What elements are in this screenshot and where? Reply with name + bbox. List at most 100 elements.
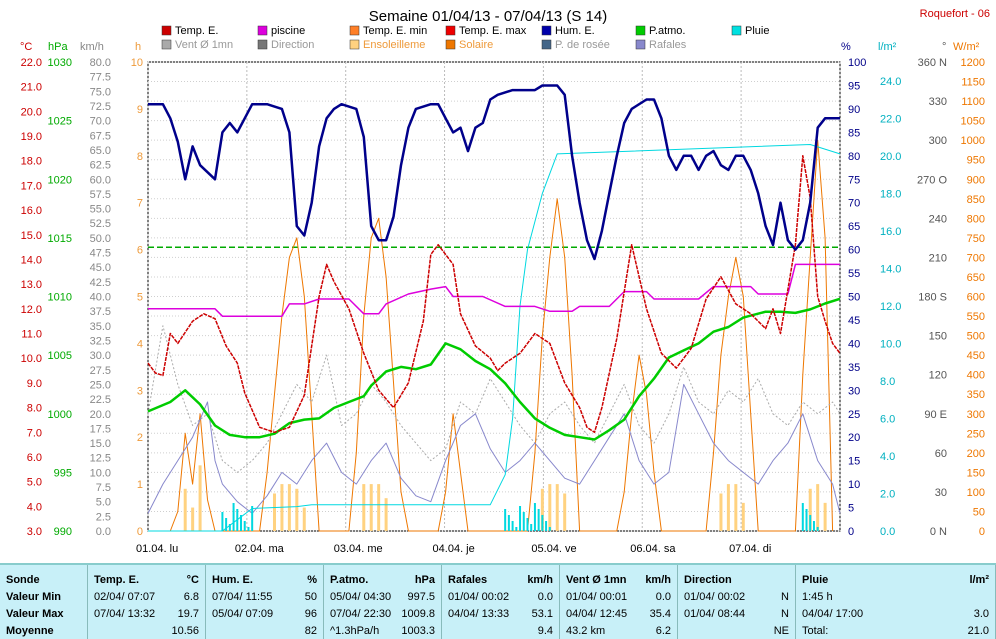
stats-row: 04/04/ 13:33 53.1 xyxy=(448,607,553,622)
humidity-tick: 40 xyxy=(848,338,860,350)
legend-label: Pluie xyxy=(745,25,769,37)
stats-row: Moyenne xyxy=(6,624,81,639)
solar-tick: 950 xyxy=(967,155,985,167)
stats-row: 07/04/ 13:32 19.7 xyxy=(94,607,199,622)
temp-tick: 22.0 xyxy=(21,57,42,69)
wind-tick: 60.0 xyxy=(90,174,111,186)
day-label: 07.04. di xyxy=(729,543,771,555)
wind-tick: 30.0 xyxy=(90,350,111,362)
humidity-tick: 65 xyxy=(848,221,860,233)
sunshine-bar xyxy=(287,484,291,531)
solar-tick: 700 xyxy=(967,252,985,264)
stats-value: 50 xyxy=(304,591,317,603)
legend-label: Ensoleilleme xyxy=(363,39,425,51)
rain-bar xyxy=(243,521,246,531)
stats-when: 07/04/ 11:55 xyxy=(212,591,273,603)
wind-tick: 0.0 xyxy=(96,526,111,538)
solar-tick: 0 xyxy=(979,526,985,538)
stats-value: 1009.8 xyxy=(401,608,435,620)
wind-unit: km/h xyxy=(80,41,104,53)
stats-row: Sonde xyxy=(6,573,81,588)
legend-label: Temp. E. min xyxy=(363,25,427,37)
rain-bar xyxy=(522,512,525,531)
stats-row: 04/04/ 12:45 35.4 xyxy=(566,607,671,622)
series-line-p-atmo xyxy=(147,297,841,441)
stats-when: 04/04/ 12:45 xyxy=(566,608,628,620)
stats-row: NE xyxy=(684,624,789,639)
legend-label: Solaire xyxy=(459,39,493,51)
pressure-tick: 990 xyxy=(54,526,72,538)
stats-row: 9.4 xyxy=(448,624,553,639)
direction-tick: 120 xyxy=(929,370,947,382)
stats-when: 01/04/ 00:02 xyxy=(684,591,746,603)
temp-tick: 14.0 xyxy=(21,254,42,266)
sun-tick: 3 xyxy=(137,385,143,397)
stats-value: 3.0 xyxy=(973,608,989,620)
day-label: 01.04. lu xyxy=(136,543,178,555)
rain-bar xyxy=(504,509,507,531)
stats-when: 04/04/ 13:33 xyxy=(448,608,510,620)
stats-row: Pluie l/m² xyxy=(802,573,989,588)
plot-area xyxy=(147,61,841,532)
wind-tick: 42.5 xyxy=(90,277,111,289)
humidity-tick: 100 xyxy=(848,57,866,69)
stats-row: 04/04/ 17:00 3.0 xyxy=(802,607,989,622)
rain-tick: 24.0 xyxy=(880,76,901,88)
temp-tick: 19.0 xyxy=(21,131,42,143)
sun-tick: 2 xyxy=(137,432,143,444)
stats-when: 05/04/ 07:09 xyxy=(212,608,274,620)
series-line-solaire xyxy=(148,139,834,532)
wind-tick: 22.5 xyxy=(90,394,111,406)
humidity-tick: 80 xyxy=(848,151,860,163)
solar-tick: 550 xyxy=(967,311,985,323)
legend-label: piscine xyxy=(271,25,305,37)
wind-tick: 20.0 xyxy=(90,409,111,421)
stats-unit: % xyxy=(307,574,317,586)
legend-swatch xyxy=(635,39,646,50)
stats-row-label: Valeur Max xyxy=(6,608,64,620)
stats-value: 10.56 xyxy=(171,625,199,637)
temp-tick: 3.0 xyxy=(27,526,42,538)
sunshine-bar xyxy=(719,493,723,531)
stats-column: Rafales km/h 01/04/ 00:02 0.0 04/04/ 13:33 53… xyxy=(442,565,560,639)
stats-when: 01/04/ 08:44 xyxy=(684,608,746,620)
direction-tick: 300 xyxy=(929,135,947,147)
solar-tick: 1150 xyxy=(961,77,985,89)
sun-tick: 7 xyxy=(137,198,143,210)
stats-value: 0.0 xyxy=(537,591,553,603)
sunshine-bar xyxy=(272,493,276,531)
humidity-tick: 35 xyxy=(848,362,860,374)
sun-tick: 9 xyxy=(137,104,143,116)
wind-tick: 12.5 xyxy=(90,453,111,465)
humidity-tick: 30 xyxy=(848,385,860,397)
stats-header: Direction xyxy=(684,574,732,586)
wind-tick: 15.0 xyxy=(90,438,111,450)
stats-header: Hum. E. xyxy=(212,574,253,586)
rain-tick: 8.0 xyxy=(880,376,895,388)
pressure-tick: 1020 xyxy=(48,174,72,186)
legend-swatch xyxy=(541,39,552,50)
temp-tick: 12.0 xyxy=(21,304,42,316)
rain-bar xyxy=(247,527,250,531)
direction-tick: 240 xyxy=(929,213,947,225)
temp-tick: 13.0 xyxy=(21,279,42,291)
stats-row-label: Moyenne xyxy=(6,625,54,637)
stats-row: 43.2 km 6.2 xyxy=(566,624,671,639)
sunshine-bar xyxy=(198,465,202,531)
wind-tick: 55.0 xyxy=(90,204,111,216)
wind-tick: 77.5 xyxy=(90,72,111,84)
temp-tick: 17.0 xyxy=(21,180,42,192)
rain-bar xyxy=(228,524,231,531)
series-line-pluie xyxy=(148,144,841,532)
wind-tick: 37.5 xyxy=(90,306,111,318)
humidity-unit: % xyxy=(841,41,851,53)
stats-when: 02/04/ 07:07 xyxy=(94,591,156,603)
humidity-tick: 20 xyxy=(848,432,860,444)
stats-row: Total: 21.0 xyxy=(802,624,989,639)
stats-row: Valeur Min xyxy=(6,590,81,605)
solar-tick: 500 xyxy=(967,331,985,343)
legend-swatch xyxy=(731,25,742,36)
stats-unit: hPa xyxy=(414,574,435,586)
stats-row: 02/04/ 07:07 6.8 xyxy=(94,590,199,605)
direction-tick: 210 xyxy=(929,252,947,264)
